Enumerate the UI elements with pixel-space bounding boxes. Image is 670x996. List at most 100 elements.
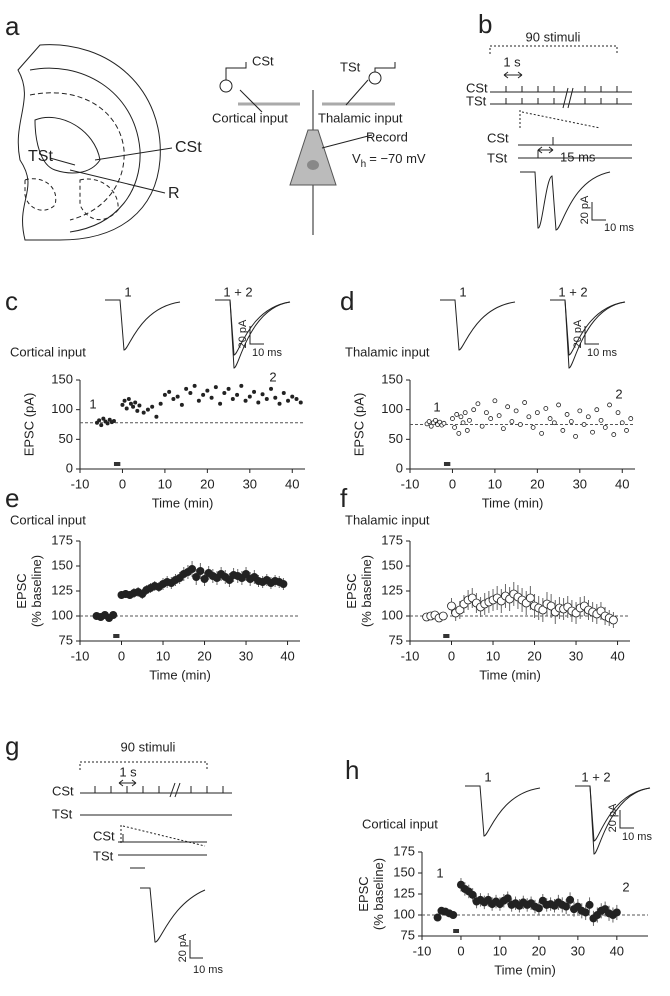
data-point: [564, 412, 570, 417]
data-point: [560, 428, 566, 433]
panel-label: e: [5, 483, 19, 513]
data-point: [460, 420, 466, 426]
row-label: CSt: [52, 783, 74, 798]
data-point: [534, 904, 543, 913]
x-axis-label: Time (min): [479, 667, 541, 682]
data-point: [154, 414, 159, 419]
y-tick-label: 175: [51, 532, 73, 547]
scale-label: 10 ms: [604, 222, 634, 234]
y-tick-label: 175: [381, 532, 403, 547]
data-point: [581, 908, 590, 917]
chart-title: Thalamic input: [345, 512, 430, 527]
x-tick-label: 10: [488, 476, 502, 491]
data-point: [205, 388, 210, 393]
x-tick-label: 10: [156, 648, 170, 663]
data-point: [158, 401, 163, 406]
scale-label: 10 ms: [252, 347, 282, 359]
scale-label: 20 pA: [607, 803, 619, 832]
scale-label: 20 pA: [177, 933, 189, 962]
panel-label: a: [5, 11, 20, 41]
trace: [105, 299, 181, 351]
row-label: TSt: [93, 848, 114, 863]
record-label: Record: [366, 129, 408, 144]
trace-label: 1: [459, 284, 466, 299]
data-point: [281, 391, 286, 396]
x-tick-label: 0: [118, 648, 125, 663]
stim-wire: [225, 62, 247, 80]
y-tick-label: 75: [59, 632, 73, 647]
y-tick-label: 100: [381, 401, 403, 416]
data-point: [522, 400, 528, 405]
annotation: 1: [433, 399, 440, 414]
trace: [465, 785, 541, 837]
pair-interval-label: 15 ms: [560, 149, 596, 164]
pair-stimuli: [518, 137, 632, 159]
nucleus: [307, 160, 319, 170]
striatum: [34, 116, 101, 174]
scale-bar: [619, 810, 634, 829]
induction-bar: [113, 462, 121, 466]
zoom-lines: [120, 825, 206, 847]
data-point: [124, 406, 129, 411]
data-point: [573, 433, 578, 439]
data-point: [264, 396, 269, 401]
data-point: [101, 416, 106, 421]
interval-arrow: [503, 71, 523, 79]
interval-arrow: [118, 779, 137, 787]
data-point: [471, 407, 477, 413]
x-axis-label: Time (min): [152, 495, 214, 510]
data-point: [547, 416, 553, 421]
data-point: [230, 396, 235, 401]
brain-label: CSt: [175, 139, 202, 156]
chart-title: Cortical input: [10, 512, 86, 527]
data-point: [256, 400, 261, 405]
panel-label: f: [340, 483, 348, 513]
data-point: [239, 383, 244, 388]
panel-b: b 90 stimuli 1 s CSt TSt CSt TSt 15 ms 2…: [466, 9, 634, 234]
y-tick-label: 0: [396, 460, 403, 475]
data-point: [131, 404, 136, 409]
data-point: [496, 413, 502, 419]
data-point: [433, 913, 442, 922]
train-label: 90 stimuli: [526, 29, 581, 44]
data-point: [120, 402, 125, 407]
data-point: [458, 414, 464, 420]
data-point: [273, 395, 278, 400]
data-point: [290, 394, 295, 399]
stimulus-trains: [80, 782, 232, 816]
x-axis-label: Time (min): [494, 962, 556, 977]
y-tick-label: 150: [381, 557, 403, 572]
induction-bar: [113, 634, 120, 638]
y-tick-label: 150: [51, 371, 73, 386]
data-point: [449, 911, 458, 919]
x-tick-label: 40: [285, 476, 299, 491]
data-point: [213, 385, 218, 390]
data-point: [598, 417, 604, 423]
data-point: [447, 601, 456, 611]
data-point: [235, 392, 240, 397]
data-point: [188, 391, 193, 396]
record-pipette: [321, 134, 373, 149]
data-point: [109, 611, 118, 619]
soma: [289, 129, 337, 186]
zoom-lines: [519, 110, 601, 130]
data-point: [534, 410, 540, 416]
x-tick-label: 10: [493, 943, 507, 958]
panel-label: g: [5, 731, 19, 761]
data-point: [192, 383, 197, 388]
scale-bar: [189, 940, 203, 959]
data-point: [111, 418, 116, 423]
x-tick-label: 10: [486, 648, 500, 663]
data-point: [279, 580, 288, 588]
data-point: [475, 401, 481, 407]
input-label: Cortical input: [212, 110, 288, 125]
panel-label: b: [478, 9, 492, 39]
data-point: [167, 389, 172, 394]
x-tick-label: 40: [610, 648, 624, 663]
data-point: [551, 420, 557, 426]
interval-label: 1 s: [503, 54, 521, 69]
data-point: [192, 573, 201, 581]
tst-pipette: [345, 79, 369, 106]
data-point: [196, 567, 205, 575]
